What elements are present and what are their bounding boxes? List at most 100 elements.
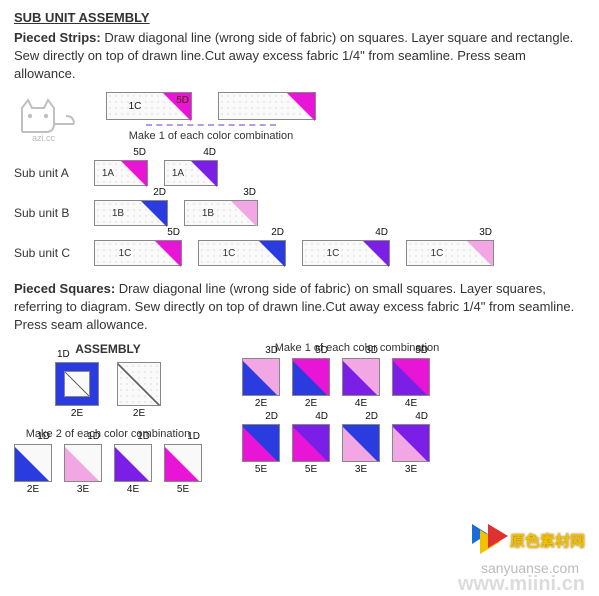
cell-rect: 1B: [185, 201, 231, 227]
subunit-cell: 5D1C: [94, 240, 182, 266]
hst-top-label: 5D: [415, 345, 428, 356]
cell-rect: 1A: [95, 161, 121, 187]
watermark-logo: 原色素材网: [470, 520, 585, 560]
hst-block: 4D5E: [292, 424, 330, 462]
demo-strip-2: [218, 92, 316, 120]
hst-top-label: 1D: [137, 431, 150, 442]
subunit-cell: 4D1A: [164, 160, 218, 186]
hst-bot-label: 2E: [305, 398, 317, 409]
assembly-2-bot-label: 2E: [133, 408, 145, 419]
cell-top-label: 4D: [203, 147, 216, 158]
assembly-diagram-2: 2E: [117, 362, 161, 406]
subunit-cell: 3D1B: [184, 200, 258, 226]
demo-strip-2-rect: [219, 93, 287, 121]
sq-grid1: 3D2E5D2E3D4E5D4E2D5E4D5E2D3E4D3E: [242, 358, 472, 478]
hst-bot-label: 4E: [127, 484, 139, 495]
cell-triangle: [121, 161, 147, 187]
hst-bot-label: 5E: [177, 484, 189, 495]
subunit-row: Sub unit A5D1A4D1A: [14, 160, 585, 186]
watermark-play-icon: [470, 520, 510, 560]
demo-strip-1-triangle: 5D: [163, 93, 191, 121]
hst-top-label: 4D: [315, 411, 328, 422]
hst-square: [64, 444, 102, 482]
pieced-strips-instructions: Pieced Strips: Draw diagonal line (wrong…: [14, 29, 585, 84]
hst-block: 2D5E: [242, 424, 280, 462]
hst-square: [164, 444, 202, 482]
hst-triangle: [392, 359, 429, 396]
hst-triangle: [392, 425, 429, 462]
hst-triangle: [242, 425, 279, 462]
cell-triangle: [141, 201, 167, 227]
pieced-squares-heading: Pieced Squares:: [14, 281, 115, 296]
cell-top-label: 4D: [375, 227, 388, 238]
assembly-row: ASSEMBLY 1D 2E 2E Make 2 of each color c…: [14, 342, 585, 498]
cell-rect: 1C: [303, 241, 363, 267]
hst-top-label: 2D: [365, 411, 378, 422]
subunit-row: Sub unit B2D1B3D1B: [14, 200, 585, 226]
hst-top-label: 1D: [87, 431, 100, 442]
subunit-cell: 2D1B: [94, 200, 168, 226]
hst-bot-label: 2E: [255, 398, 267, 409]
hst-block: 2D3E: [342, 424, 380, 462]
svg-text:azi.cc: azi.cc: [32, 133, 56, 143]
cell-rect: 1C: [199, 241, 259, 267]
cell-rect: 1C: [95, 241, 155, 267]
section-title: SUB UNIT ASSEMBLY: [14, 10, 585, 25]
cell-rect: 1C: [407, 241, 467, 267]
cell-top-label: 3D: [479, 227, 492, 238]
assembly-1-bot-label: 2E: [71, 408, 83, 419]
subunit-row: Sub unit C5D1C2D1C4D1C3D1C: [14, 240, 585, 266]
hst-triangle: [64, 445, 101, 482]
cell-top-label: 2D: [153, 187, 166, 198]
hst-bot-label: 2E: [27, 484, 39, 495]
cell-rect: 1A: [165, 161, 191, 187]
watermark-brand: 原色素材网: [510, 530, 585, 551]
hst-top-label: 3D: [365, 345, 378, 356]
hst-top-label: 2D: [265, 411, 278, 422]
demo-row: azi.cc 1C 5D Make 1 of each color combin…: [14, 92, 585, 146]
hst-block: 1D5E: [164, 444, 202, 482]
hst-triangle: [292, 425, 329, 462]
cell-triangle: [363, 241, 389, 267]
cat-logo-icon: azi.cc: [14, 94, 84, 144]
demo-strip-1: 1C 5D: [106, 92, 192, 120]
demo-strip-1-tri-label: 5D: [176, 95, 189, 106]
hst-triangle: [14, 445, 51, 482]
hst-triangle: [292, 359, 329, 396]
sq-caption2: Make 2 of each color combination: [26, 428, 190, 440]
hst-bot-label: 4E: [405, 398, 417, 409]
hst-block: 3D4E: [342, 358, 380, 396]
hst-square: [242, 424, 280, 462]
hst-square: [292, 424, 330, 462]
hst-triangle: [164, 445, 201, 482]
demo-strip-1-rect: 1C: [107, 93, 163, 121]
watermark-url: www.miini.cn: [458, 573, 585, 596]
subunit-cell: 5D1A: [94, 160, 148, 186]
assembly-col-left: ASSEMBLY 1D 2E 2E Make 2 of each color c…: [14, 342, 202, 498]
subunit-cell: 2D1C: [198, 240, 286, 266]
watermark-sub: sanyuanse.com: [481, 560, 579, 576]
cell-top-label: 5D: [167, 227, 180, 238]
demo-caption: Make 1 of each color combination: [129, 130, 293, 142]
cell-triangle: [155, 241, 181, 267]
hst-block: 4D3E: [392, 424, 430, 462]
cell-triangle: [191, 161, 217, 187]
hst-triangle: [242, 359, 279, 396]
assembly-diagram-1: 1D 2E: [55, 362, 99, 406]
hst-bot-label: 5E: [255, 464, 267, 475]
hst-square: [292, 358, 330, 396]
hst-square: [242, 358, 280, 396]
cell-triangle: [259, 241, 285, 267]
hst-bot-label: 5E: [305, 464, 317, 475]
hst-top-label: 4D: [415, 411, 428, 422]
hst-square: [342, 358, 380, 396]
hst-block: 1D3E: [64, 444, 102, 482]
subunit-cell: 4D1C: [302, 240, 390, 266]
cell-triangle: [231, 201, 257, 227]
cell-triangle: [467, 241, 493, 267]
hst-block: 1D2E: [14, 444, 52, 482]
subunits-container: Sub unit A5D1A4D1ASub unit B2D1B3D1BSub …: [14, 160, 585, 266]
cell-top-label: 5D: [133, 147, 146, 158]
hst-square: [14, 444, 52, 482]
hst-block: 3D2E: [242, 358, 280, 396]
